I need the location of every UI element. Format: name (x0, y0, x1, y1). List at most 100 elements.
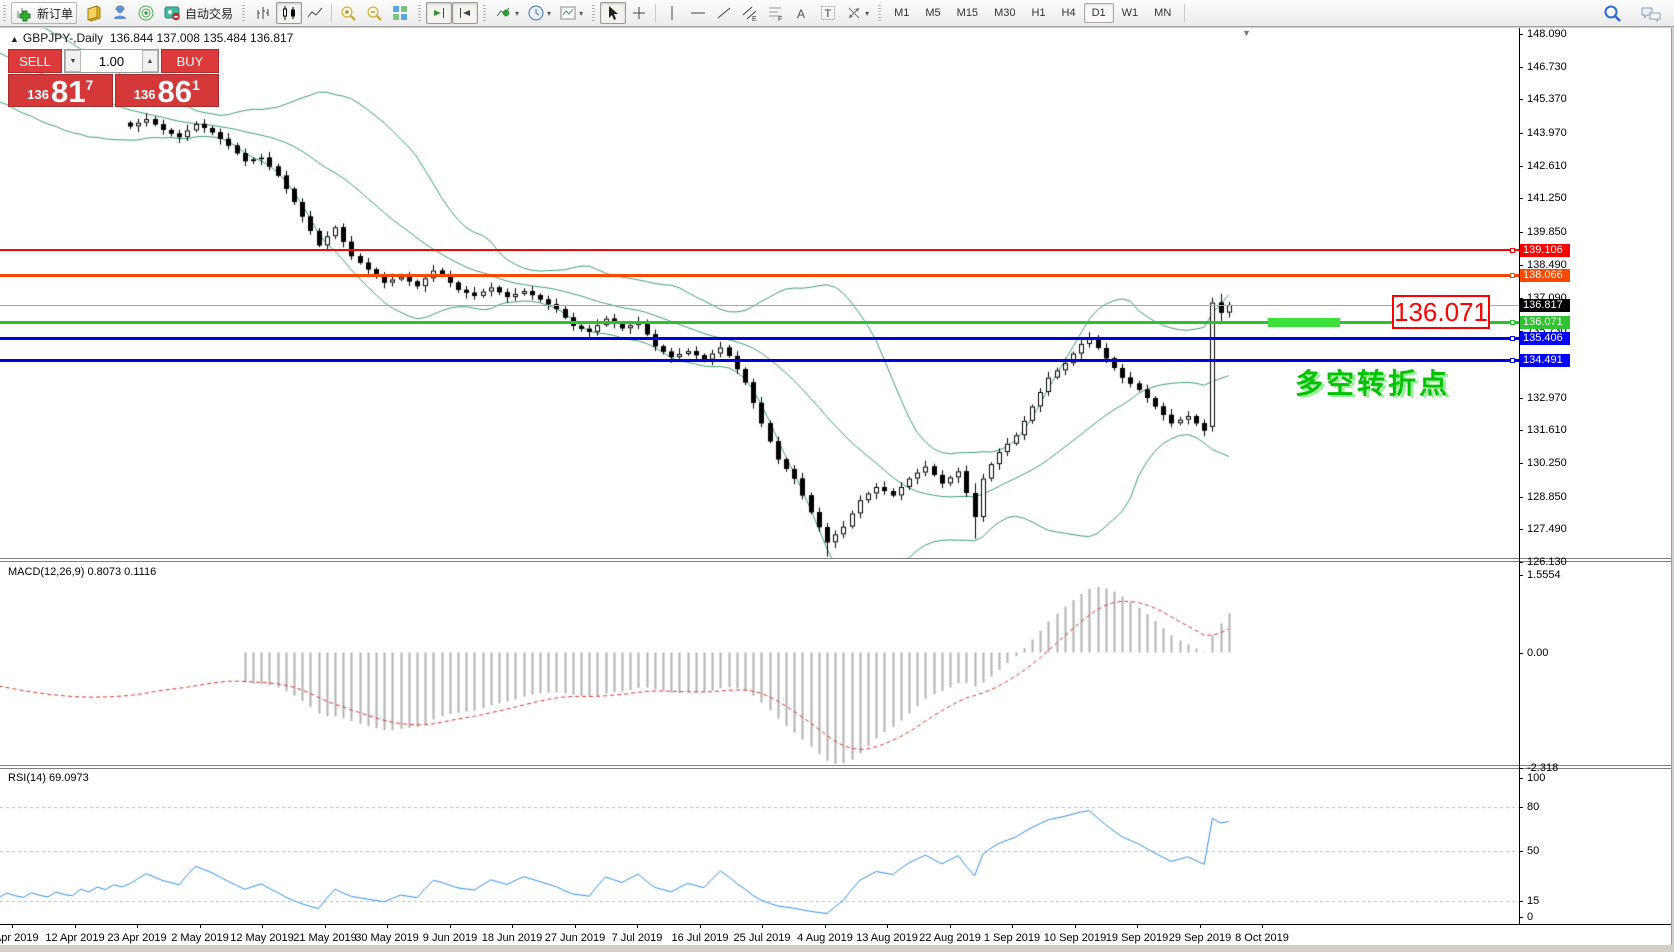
person-icon (111, 4, 129, 22)
level-line-139.106[interactable] (0, 249, 1519, 251)
price-axis-line (1519, 28, 1520, 924)
auto-scroll-button[interactable] (426, 2, 453, 24)
toolbar-group: 自动交易 (79, 0, 239, 26)
rsi-tick-mark (1519, 778, 1523, 779)
arrows-icon: A (793, 4, 811, 22)
sell-button[interactable]: SELL (8, 49, 62, 73)
indicator-icon (495, 4, 513, 22)
volume-increase-button[interactable]: ▲ (142, 50, 158, 72)
crosshair-button[interactable] (626, 2, 652, 24)
price-tick-label: 132.970 (1527, 392, 1567, 404)
timeframe-button-m15[interactable]: M15 (956, 7, 979, 19)
volume-stepper: ▼ 1.00 ▲ (64, 49, 159, 73)
level-highlight-segment[interactable] (1268, 318, 1340, 327)
date-tick-mark (1075, 925, 1076, 928)
price-annotation-box[interactable]: 136.071 (1392, 295, 1490, 329)
price-tick-mark (1519, 133, 1523, 134)
timeframe-button-m5[interactable]: M5 (925, 7, 941, 19)
chart-shift-button[interactable] (452, 2, 479, 24)
zoom-out-button[interactable] (361, 2, 387, 24)
level-line-136.071[interactable] (0, 321, 1519, 324)
equidistant-channel-button[interactable]: E (737, 2, 763, 24)
trendline-button[interactable] (711, 2, 737, 24)
vertical-line-button[interactable] (659, 2, 685, 24)
date-label: 27 Jun 2019 (544, 932, 606, 944)
text-label-button[interactable]: T (815, 2, 841, 24)
dropdown-arrow-icon[interactable]: ▾ (547, 8, 552, 18)
price-tick-label: 127.490 (1527, 523, 1567, 535)
macd-tick-label: -2.318 (1527, 762, 1559, 774)
turning-point-note[interactable]: 多空转折点 (1295, 368, 1451, 399)
date-tick-mark (950, 925, 951, 928)
arrows-button[interactable]: A (789, 2, 815, 24)
level-line-134.491[interactable] (0, 359, 1519, 362)
templates-button[interactable]: ▾ (555, 2, 587, 24)
panel-collapse-icon[interactable]: ▲ (10, 34, 19, 44)
timeframe-button-w1[interactable]: W1 (1121, 7, 1139, 19)
timeframe-button-h4[interactable]: H4 (1061, 7, 1076, 19)
cursor-icon (604, 4, 622, 22)
volume-input[interactable]: 1.00 (98, 53, 125, 69)
price-tick-label: 126.130 (1527, 556, 1567, 568)
level-handle[interactable] (1510, 320, 1515, 325)
macd-tick-label: 0.00 (1527, 647, 1549, 659)
autotrading-button[interactable]: 自动交易 (159, 2, 237, 24)
tile-windows-button[interactable] (387, 2, 413, 24)
price-chart-canvas[interactable] (0, 28, 1519, 925)
price-tick-mark (1519, 34, 1523, 35)
periods-button[interactable]: ▾ (523, 2, 555, 24)
buy-price-tile[interactable]: 136 86 1 (114, 74, 219, 109)
level-handle[interactable] (1510, 248, 1515, 253)
timeframe-button-m1[interactable]: M1 (894, 7, 910, 19)
journal-button[interactable] (81, 2, 107, 24)
price-tick-label: 128.850 (1527, 491, 1567, 503)
sell-price-big: 81 (50, 74, 86, 109)
cursor-button[interactable] (600, 2, 627, 24)
bar-chart-button[interactable] (250, 2, 276, 24)
macd-indicator-label: MACD(12,26,9) 0.8073 0.1116 (8, 566, 157, 578)
timeframe-button-d1[interactable]: D1 (1083, 3, 1114, 23)
toolbar-group: ▾ ▾ ▾ (489, 0, 589, 26)
signals-button[interactable] (133, 2, 159, 24)
level-handle[interactable] (1510, 336, 1515, 341)
candlestick-chart-button[interactable] (276, 2, 303, 24)
sell-price-tile[interactable]: 136 81 7 (8, 74, 113, 107)
price-tick-mark (1519, 398, 1523, 399)
buy-price-big: 86 (157, 74, 192, 109)
dropdown-arrow-icon[interactable]: ▾ (515, 8, 520, 18)
shiftend-icon (456, 4, 474, 22)
search-button[interactable] (1599, 3, 1626, 25)
fibo-icon: F (767, 4, 785, 22)
dropdown-arrow-icon[interactable]: ▾ (579, 8, 584, 18)
rsi-pane-separator[interactable] (0, 765, 1671, 769)
level-line-138.066[interactable] (0, 274, 1519, 277)
volume-decrease-button[interactable]: ▼ (65, 50, 81, 72)
rsi-indicator-label: RSI(14) 69.0973 (8, 772, 89, 784)
line-chart-button[interactable] (302, 2, 328, 24)
level-handle[interactable] (1510, 358, 1515, 363)
level-line-135.406[interactable] (0, 337, 1519, 340)
price-tick-label: 130.250 (1527, 457, 1567, 469)
community-button[interactable] (107, 2, 133, 24)
new-order-button[interactable]: 新订单 (11, 2, 78, 24)
fibonacci-button[interactable]: F (763, 2, 789, 24)
indicators-button[interactable]: ▾ (491, 2, 523, 24)
level-handle[interactable] (1510, 273, 1515, 278)
chat-button[interactable] (1636, 3, 1666, 25)
buy-button[interactable]: BUY (161, 49, 219, 73)
timeframe-button-mn[interactable]: MN (1154, 7, 1172, 19)
timeframe-button-h1[interactable]: H1 (1031, 7, 1046, 19)
date-tick-mark (387, 925, 388, 928)
toolbar-grip (878, 5, 882, 21)
objects-button[interactable]: ▾ (841, 2, 873, 24)
timeframe-button-m30[interactable]: M30 (994, 7, 1016, 19)
price-tick-mark (1519, 331, 1523, 332)
price-tick-label: 131.610 (1527, 424, 1567, 436)
price-tick-mark (1519, 298, 1523, 299)
journal-icon (85, 4, 103, 22)
macd-pane-separator[interactable] (0, 558, 1671, 562)
dropdown-arrow-icon[interactable]: ▾ (865, 8, 870, 18)
horizontal-line-button[interactable] (685, 2, 711, 24)
chat-icon (1640, 5, 1662, 23)
zoom-in-button[interactable] (335, 2, 361, 24)
